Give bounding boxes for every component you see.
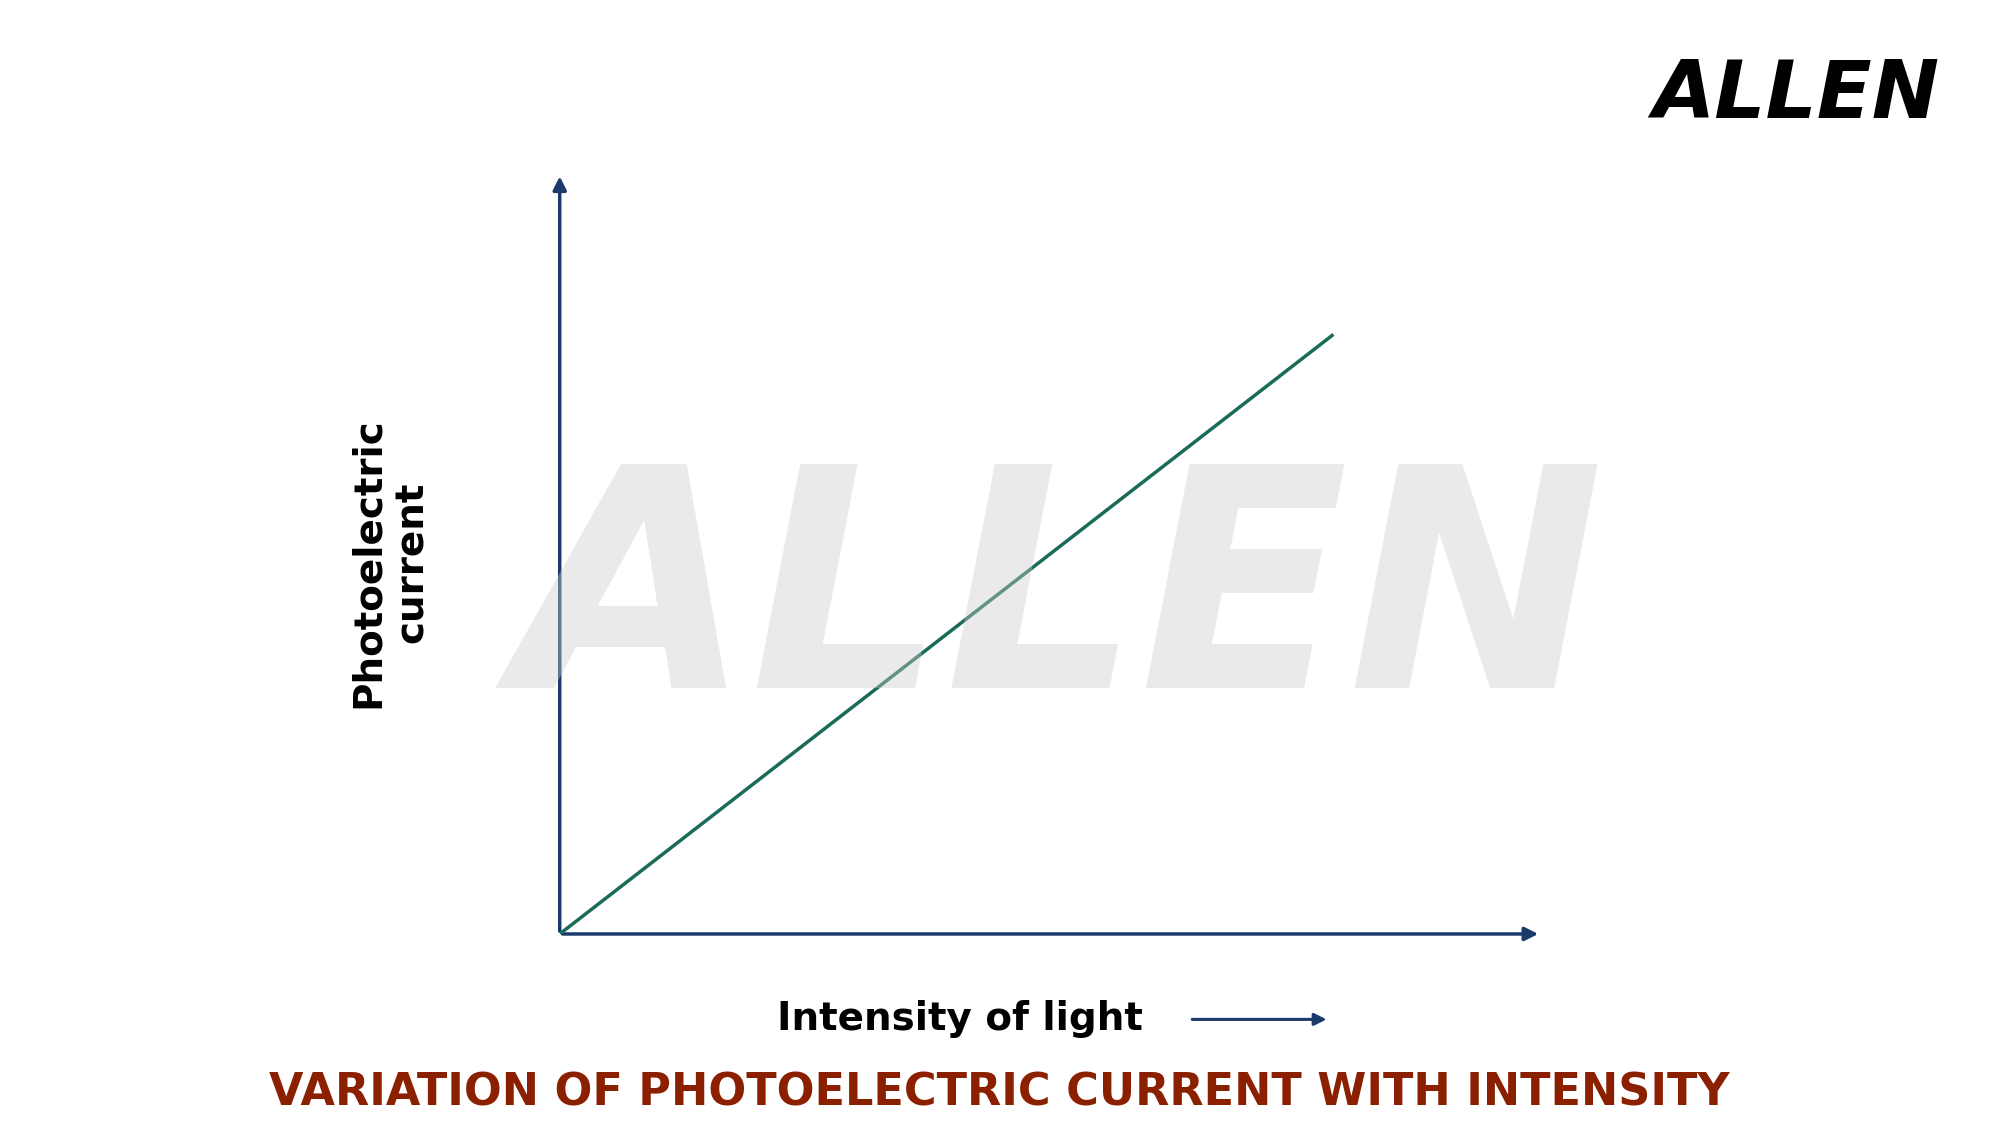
Text: ALLEN: ALLEN	[1650, 57, 1938, 134]
Text: VARIATION OF PHOTOELECTRIC CURRENT WITH INTENSITY: VARIATION OF PHOTOELECTRIC CURRENT WITH …	[270, 1072, 1728, 1115]
Text: Intensity of light: Intensity of light	[775, 1000, 1143, 1039]
Text: Photoelectric
current: Photoelectric current	[348, 417, 432, 707]
Text: ALLEN: ALLEN	[513, 456, 1604, 752]
